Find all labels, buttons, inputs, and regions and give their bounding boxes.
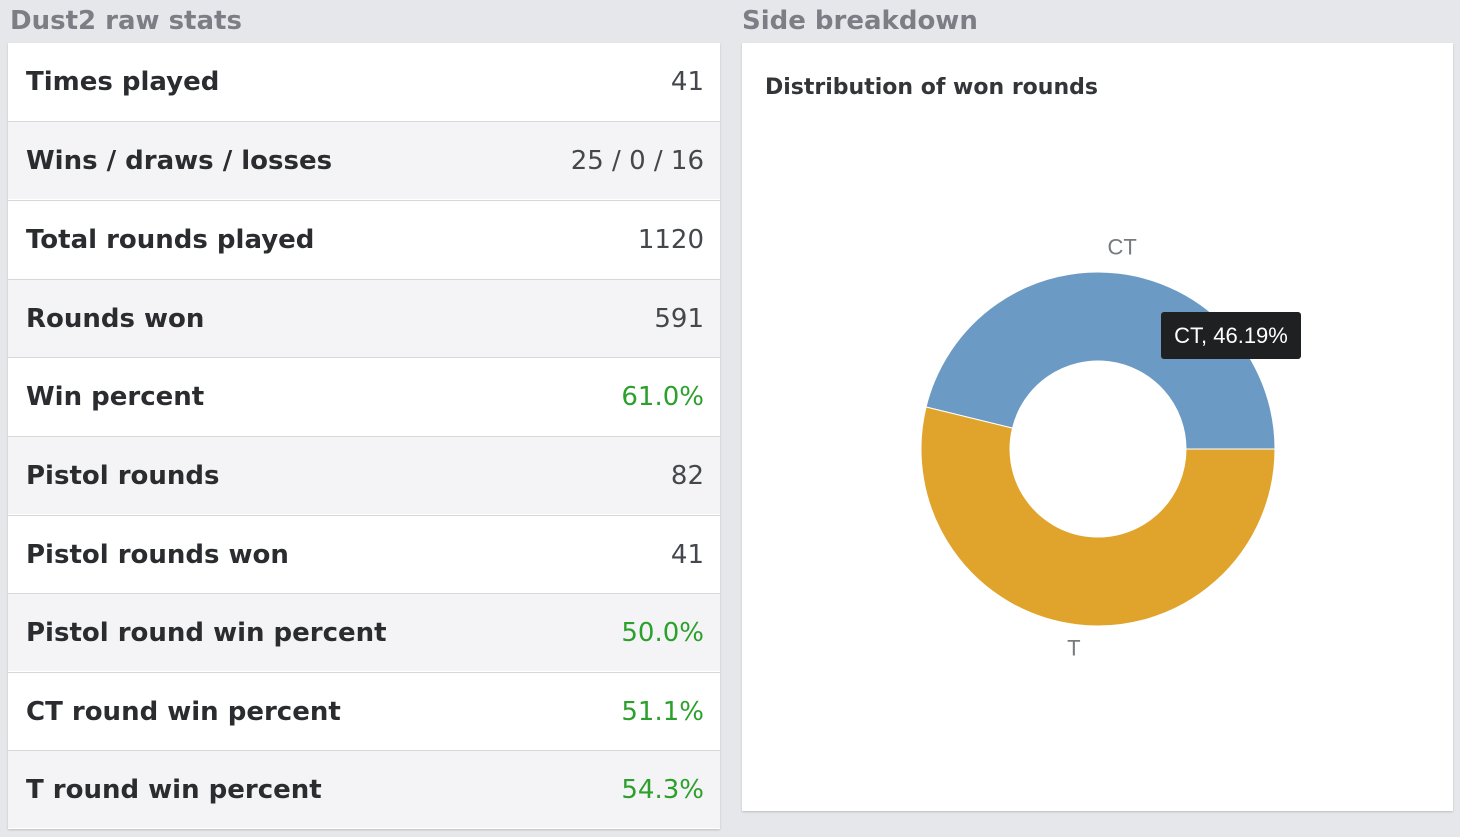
stat-value: 41 — [670, 67, 704, 97]
stats-table: Times played 41 Wins / draws / losses 25… — [8, 43, 720, 829]
stat-value: 591 — [654, 303, 704, 334]
side-breakdown-panel: Distribution of won rounds CT T CT, 46.19… — [742, 43, 1453, 811]
stat-label: Total rounds played — [26, 224, 315, 255]
stat-value: 50.0% — [621, 617, 704, 648]
stat-value: 1120 — [637, 224, 704, 255]
stat-label: CT round win percent — [26, 696, 341, 727]
donut-chart: CT T — [920, 234, 1276, 660]
stat-row-pistol-round-win-percent: Pistol round win percent 50.0% — [8, 593, 720, 671]
stat-label: Win percent — [26, 381, 205, 412]
stat-row-rounds-won: Rounds won 591 — [8, 279, 720, 357]
stat-row-total-rounds-played: Total rounds played 1120 — [8, 200, 720, 278]
stat-value: 41 — [670, 539, 704, 570]
stat-row-pistol-rounds-won: Pistol rounds won 41 — [8, 515, 720, 593]
side-breakdown-title: Side breakdown — [742, 6, 978, 36]
donut-slice-t[interactable] — [920, 406, 1276, 627]
stats-section-title: Dust2 raw stats — [10, 6, 242, 36]
stat-label: Rounds won — [26, 303, 205, 334]
chart-title: Distribution of won rounds — [765, 75, 1098, 100]
stat-value: 61.0% — [621, 381, 704, 412]
stat-row-ct-round-win-percent: CT round win percent 51.1% — [8, 672, 720, 750]
stat-label: Pistol rounds — [26, 460, 220, 491]
stat-label: Pistol round win percent — [26, 617, 387, 648]
stat-label: Times played — [26, 67, 220, 97]
stat-row-pistol-rounds: Pistol rounds 82 — [8, 436, 720, 514]
stat-row-wins-draws-losses: Wins / draws / losses 25 / 0 / 16 — [8, 121, 720, 199]
stat-label: T round win percent — [26, 774, 322, 805]
slice-label-t: T — [1067, 635, 1080, 660]
stat-value: 51.1% — [621, 696, 704, 727]
stat-row-t-round-win-percent: T round win percent 54.3% — [8, 750, 720, 828]
stat-value: 82 — [670, 460, 704, 491]
chart-tooltip: CT, 46.19% — [1161, 312, 1301, 359]
stat-value: 25 / 0 / 16 — [570, 145, 704, 176]
stat-value: 54.3% — [621, 774, 704, 805]
stat-row-times-played: Times played 41 — [8, 43, 720, 121]
stat-row-win-percent: Win percent 61.0% — [8, 357, 720, 435]
slice-label-ct: CT — [1107, 234, 1136, 259]
stat-label: Wins / draws / losses — [26, 145, 333, 176]
stat-label: Pistol rounds won — [26, 539, 289, 570]
